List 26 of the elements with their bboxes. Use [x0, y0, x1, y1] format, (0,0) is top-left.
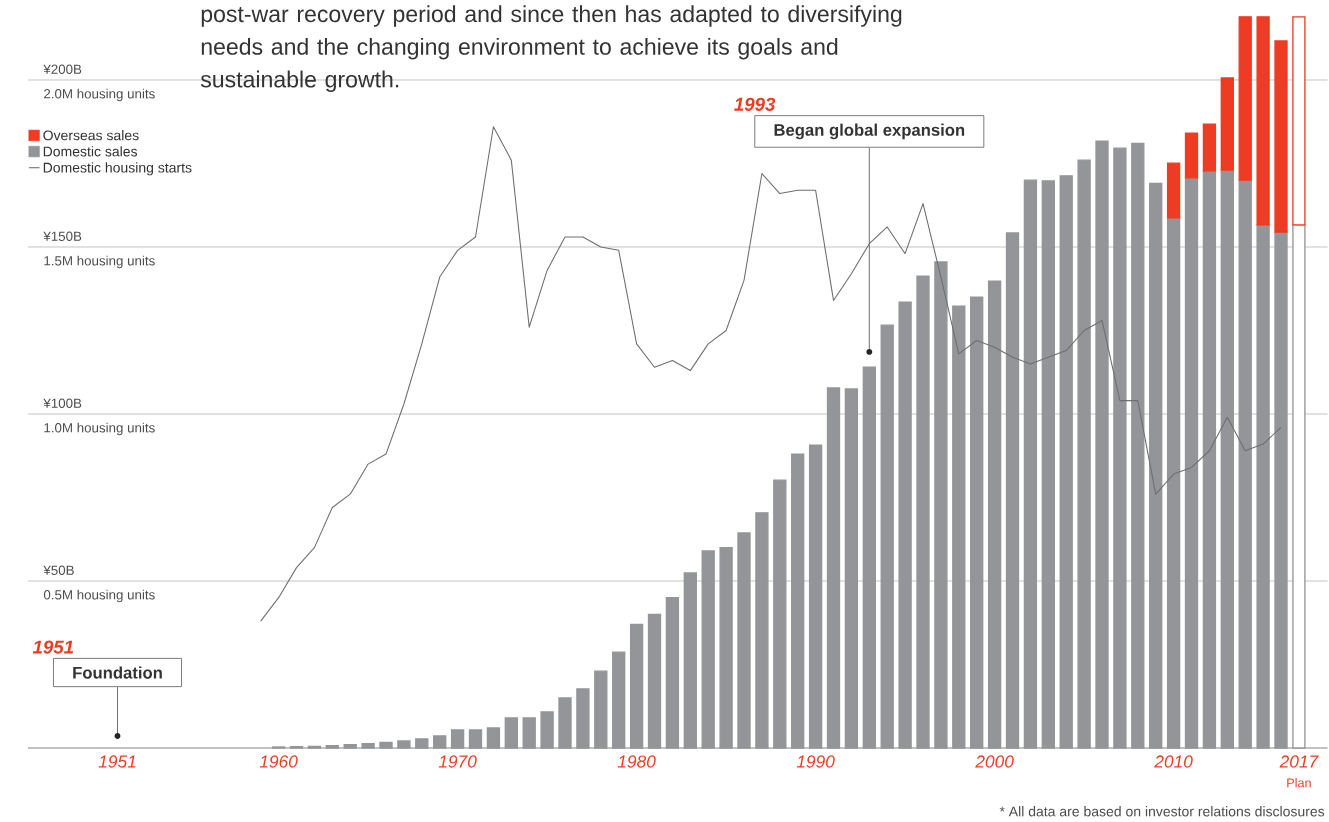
y2-tick-label: 1.0M housing units [44, 422, 155, 436]
x-tick-label: 2017 [1279, 755, 1319, 768]
annotation: 1951 [32, 640, 74, 654]
legend-label: Domestic sales [43, 146, 138, 157]
y-tick-label: ¥50B [43, 565, 74, 575]
x-tick-label: 1951 [98, 755, 136, 768]
y2-tick-label: 0.5M housing units [43, 589, 155, 603]
x-tick-label: 2010 [1154, 755, 1193, 768]
legend-label: Overseas sales [43, 130, 139, 141]
text: Plan [1287, 778, 1311, 788]
x-tick-label: 2000 [975, 755, 1014, 768]
x-tick-label: 1980 [617, 755, 656, 768]
annotation: Foundation [73, 666, 162, 679]
annotation: 1993 [734, 97, 776, 111]
legend-label: Domestic housing starts [43, 162, 192, 176]
text: * All data are based on investor relations disclosures [999, 806, 1325, 817]
y2-tick-label: 1.5M housing units [44, 255, 155, 269]
y-tick-label: ¥200B [43, 64, 82, 74]
y-tick-label: ¥100B [43, 398, 82, 408]
x-tick-label: 1960 [259, 755, 298, 768]
x-tick-label: 1970 [438, 755, 477, 768]
x-tick-label: 1990 [796, 755, 835, 768]
annotation: Began global expansion [774, 123, 965, 140]
text: post-war recovery period and since then has adapted to diversifying needs and the changing environment to achieve its goals and sustainable growth. [200, 5, 902, 93]
y-tick-label: ¥150B [43, 231, 82, 241]
y2-tick-label: 2.0M housing units [44, 88, 155, 102]
